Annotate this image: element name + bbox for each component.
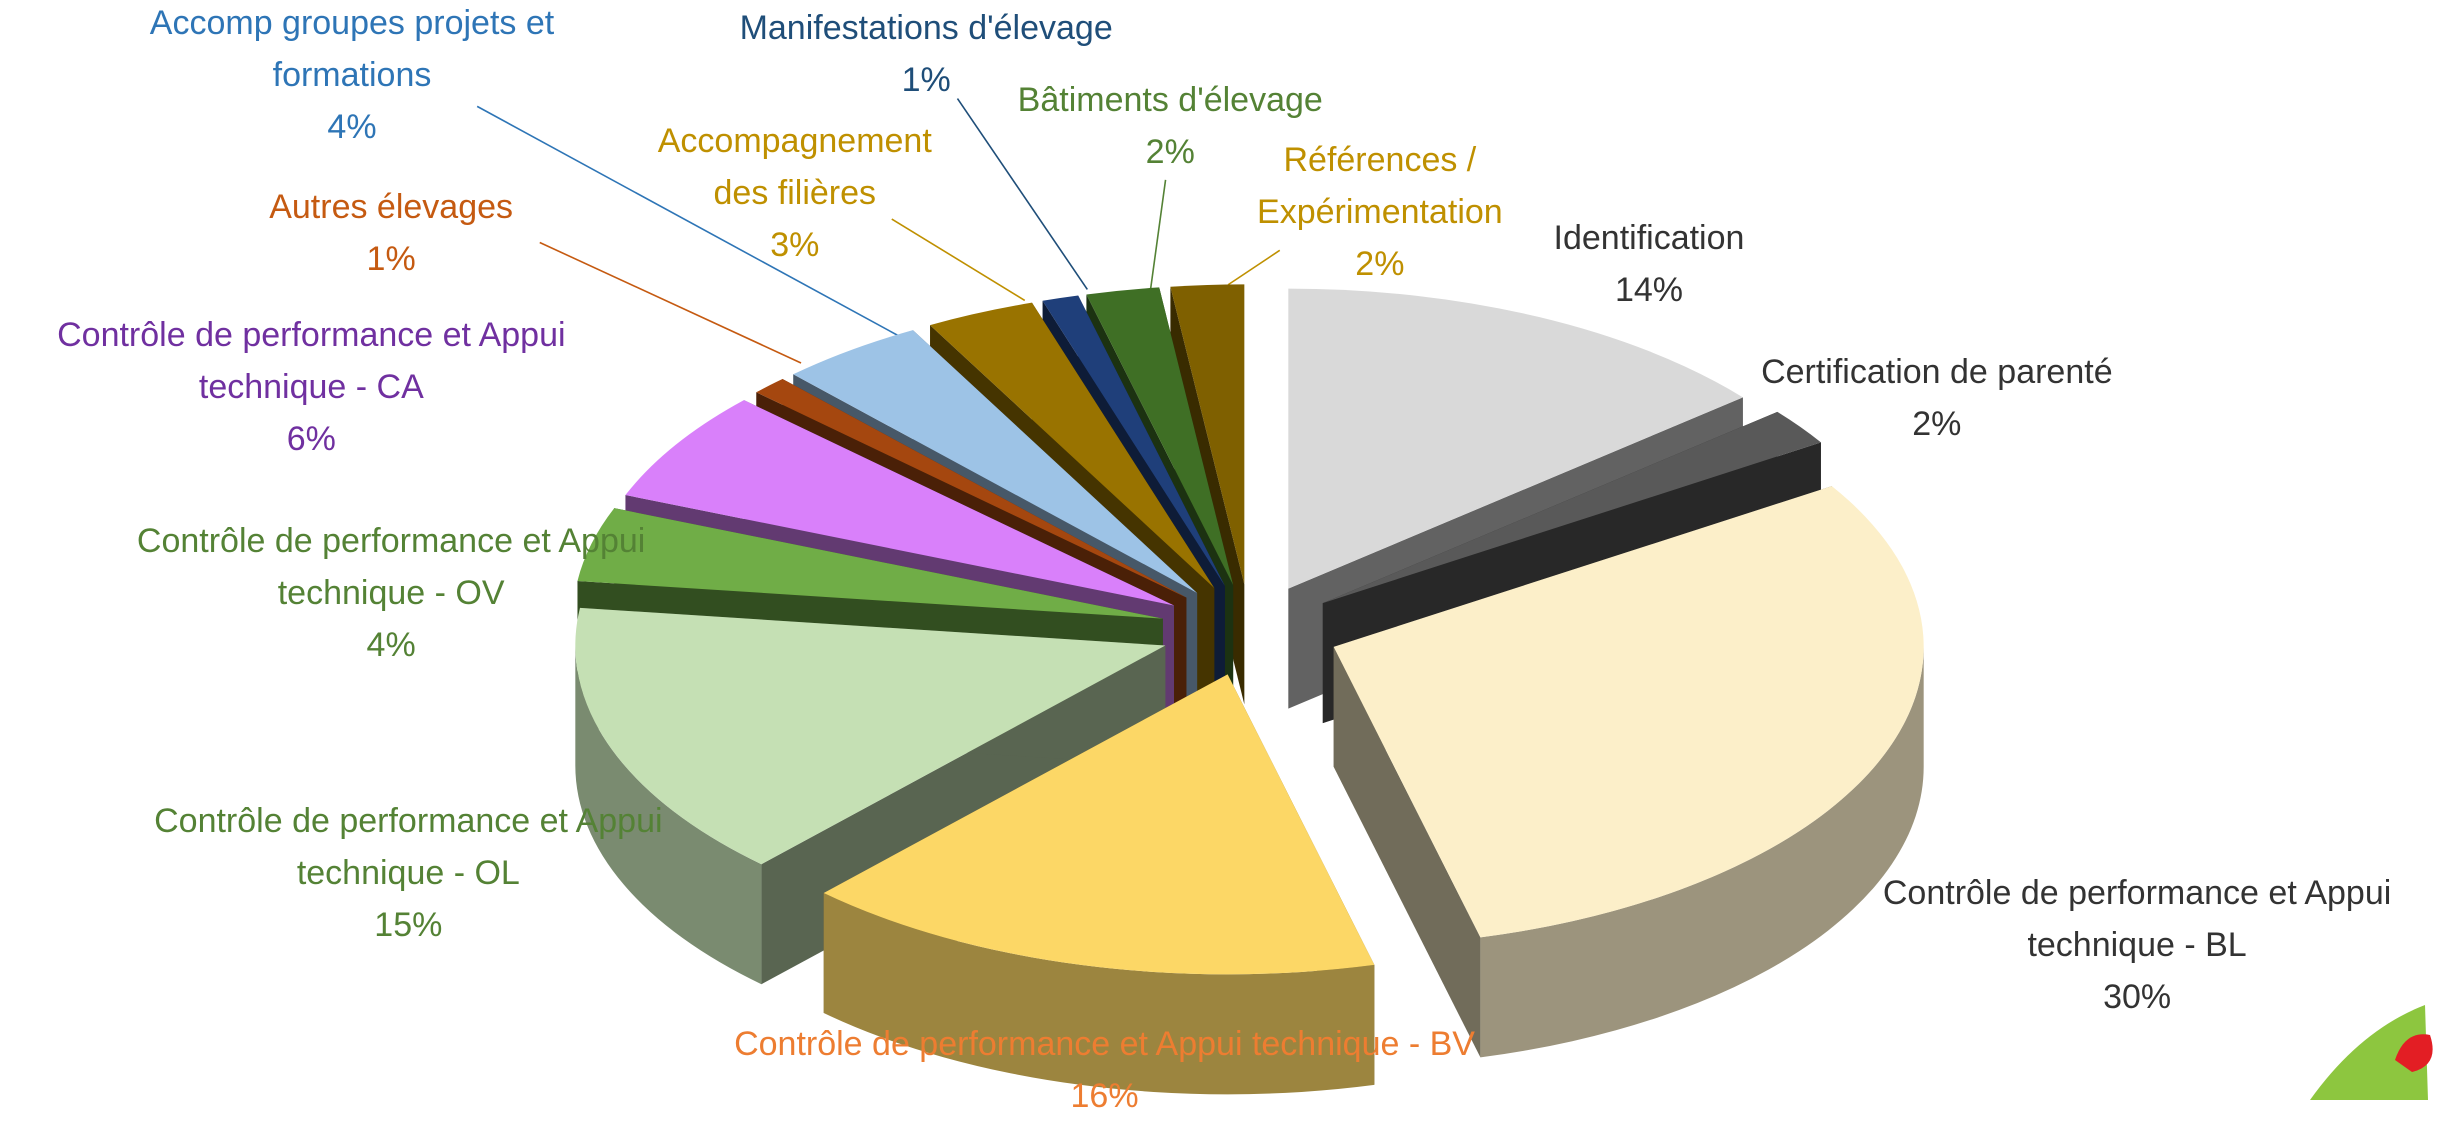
slice	[1333, 486, 1924, 1058]
leader-line	[476, 105, 900, 338]
slice-top	[1322, 411, 1821, 604]
slice	[823, 674, 1375, 1095]
category-label: Contrôle de performance et Appui techniq…	[734, 1024, 1475, 1063]
value-label: 30%	[2103, 978, 2172, 1017]
value-label: 1%	[901, 61, 951, 100]
logo	[2310, 1005, 2433, 1100]
leader-line	[1227, 249, 1281, 286]
value-label: 6%	[286, 419, 336, 458]
logo-mark	[2395, 1034, 2433, 1072]
slice-label: Manifestations d'élevage 1%	[576, 2, 1276, 106]
slice-top	[1288, 288, 1743, 589]
slice-top	[823, 674, 1375, 975]
category-label: Références / Expérimentation	[1257, 140, 1503, 231]
slice-label: Accompagnement des filières 3%	[645, 115, 945, 271]
slice-top	[756, 378, 1187, 598]
slice-top	[1042, 295, 1225, 587]
slice-label: Contrôle de performance et Appui techniq…	[91, 515, 691, 671]
slice-top	[1333, 486, 1924, 938]
logo-leaf	[2310, 1005, 2428, 1100]
slice-label: Identification 14%	[1349, 212, 1949, 316]
value-label: 2%	[1145, 133, 1195, 172]
category-label: Contrôle de performance et Appui techniq…	[57, 315, 566, 406]
leader-line	[1149, 179, 1167, 295]
slice-label: Autres élevages 1%	[141, 181, 641, 285]
slice-side	[823, 893, 1375, 1095]
leader-line	[956, 98, 1088, 290]
category-label: Bâtiments d'élevage	[1017, 81, 1323, 120]
value-label: 1%	[366, 239, 416, 278]
category-label: Certification de parenté	[1761, 353, 2113, 392]
slice-top	[577, 508, 1163, 619]
value-label: 2%	[1355, 244, 1405, 283]
category-label: Accompagnement des filières	[657, 121, 932, 212]
category-label: Manifestations d'élevage	[739, 9, 1113, 48]
slice-top	[793, 330, 1198, 593]
category-label: Contrôle de performance et Appui techniq…	[136, 522, 646, 613]
slice-side	[1480, 646, 1924, 1058]
value-label: 4%	[327, 108, 377, 147]
slice-label: Contrôle de performance et Appui techniq…	[108, 795, 708, 951]
slice-label: Accomp groupes projets et formations 4%	[117, 0, 587, 153]
value-label: 16%	[1070, 1076, 1139, 1115]
leader-line	[891, 218, 1026, 302]
slice-label: Contrôle de performance et Appui techniq…	[1837, 867, 2437, 1023]
slice-wall	[1333, 646, 1481, 1058]
category-label: Identification	[1553, 218, 1745, 257]
value-label: 3%	[770, 225, 820, 264]
slice-side	[575, 645, 762, 985]
slice-label: Références / Expérimentation 2%	[1230, 134, 1530, 290]
slice-top	[625, 400, 1175, 606]
value-label: 4%	[366, 626, 416, 665]
slice-top	[930, 302, 1215, 589]
slice-top	[575, 607, 1166, 865]
slice-top	[1170, 284, 1245, 585]
category-label: Accomp groupes projets et formations	[149, 4, 555, 95]
value-label: 15%	[374, 906, 443, 945]
value-label: 14%	[1614, 270, 1683, 309]
category-label: Contrôle de performance et Appui techniq…	[154, 802, 663, 893]
slice-label: Contrôle de performance et Appui techniq…	[555, 1018, 1655, 1122]
slice-label: Bâtiments d'élevage 2%	[870, 74, 1470, 178]
leader-line	[539, 241, 802, 364]
value-label: 2%	[1912, 405, 1962, 444]
category-label: Autres élevages	[269, 187, 514, 226]
slice-label: Contrôle de performance et Appui techniq…	[11, 309, 611, 465]
slice-label: Certification de parenté 2%	[1587, 346, 2287, 450]
category-label: Contrôle de performance et Appui techniq…	[1882, 874, 2392, 965]
slice-top	[1086, 287, 1234, 586]
